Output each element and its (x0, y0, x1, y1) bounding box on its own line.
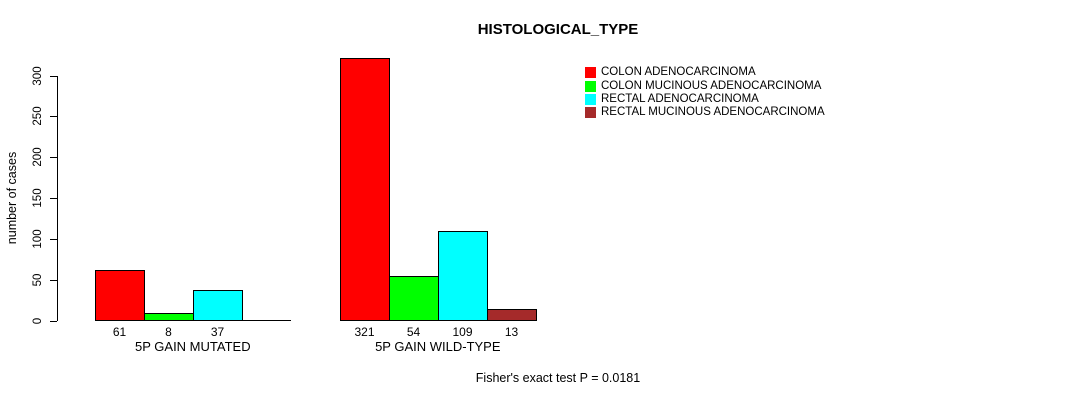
y-axis-tick-label: 250 (32, 106, 44, 126)
legend-item: RECTAL MUCINOUS ADENOCARCINOMA (585, 106, 825, 119)
legend: COLON ADENOCARCINOMA COLON MUCINOUS ADENO… (585, 66, 825, 120)
bar (144, 313, 194, 321)
statistical-test-annotation: Fisher's exact test P = 0.0181 (475, 371, 641, 385)
y-axis-tick (50, 116, 57, 118)
y-axis-tick-label: 300 (32, 65, 44, 86)
y-axis-tick (50, 238, 57, 240)
x-axis-category-label: 5P GAIN WILD-TYPE (375, 339, 501, 354)
y-axis-tick-label: 150 (32, 188, 44, 208)
legend-label: RECTAL MUCINOUS ADENOCARCINOMA (601, 106, 825, 119)
y-axis-tick-label: 50 (32, 273, 44, 287)
chart-title: HISTOLOGICAL_TYPE (477, 21, 639, 38)
legend-label: COLON ADENOCARCINOMA (601, 66, 756, 79)
legend-item: COLON ADENOCARCINOMA (585, 66, 825, 79)
bar-value-label: 321 (354, 325, 375, 339)
x-axis-category-label: 5P GAIN MUTATED (135, 339, 251, 354)
y-axis-line (57, 75, 58, 321)
y-axis-title: number of cases (5, 151, 19, 245)
bar (487, 309, 537, 321)
bar-value-label: 37 (210, 325, 225, 339)
legend-item: COLON MUCINOUS ADENOCARCINOMA (585, 79, 825, 92)
y-axis-tick (50, 198, 57, 199)
legend-color-swatch (585, 80, 596, 92)
bar (193, 290, 243, 321)
bar-value-label: 61 (112, 325, 127, 339)
legend-item: RECTAL ADENOCARCINOMA (585, 93, 825, 106)
bar-value-label: 13 (504, 325, 519, 339)
bar (438, 231, 488, 321)
bar-value-label: 8 (165, 325, 172, 339)
y-axis-tick-label: 0 (32, 317, 44, 324)
legend-color-swatch (585, 107, 596, 119)
bar (340, 58, 390, 321)
y-axis-tick (50, 279, 57, 281)
legend-color-swatch (585, 67, 596, 79)
y-axis-tick (50, 75, 57, 77)
y-axis-tick-label: 100 (32, 229, 44, 249)
bar-value-label: 54 (406, 325, 421, 339)
bar (389, 276, 439, 321)
legend-label: RECTAL ADENOCARCINOMA (601, 92, 759, 105)
legend-label: COLON MUCINOUS ADENOCARCINOMA (601, 79, 822, 92)
bar (95, 270, 145, 321)
bar-value-label: 109 (452, 325, 473, 339)
y-axis-tick-label: 200 (32, 147, 44, 167)
y-axis-tick (50, 320, 57, 322)
legend-color-swatch (585, 93, 596, 105)
y-axis-tick (50, 157, 57, 159)
